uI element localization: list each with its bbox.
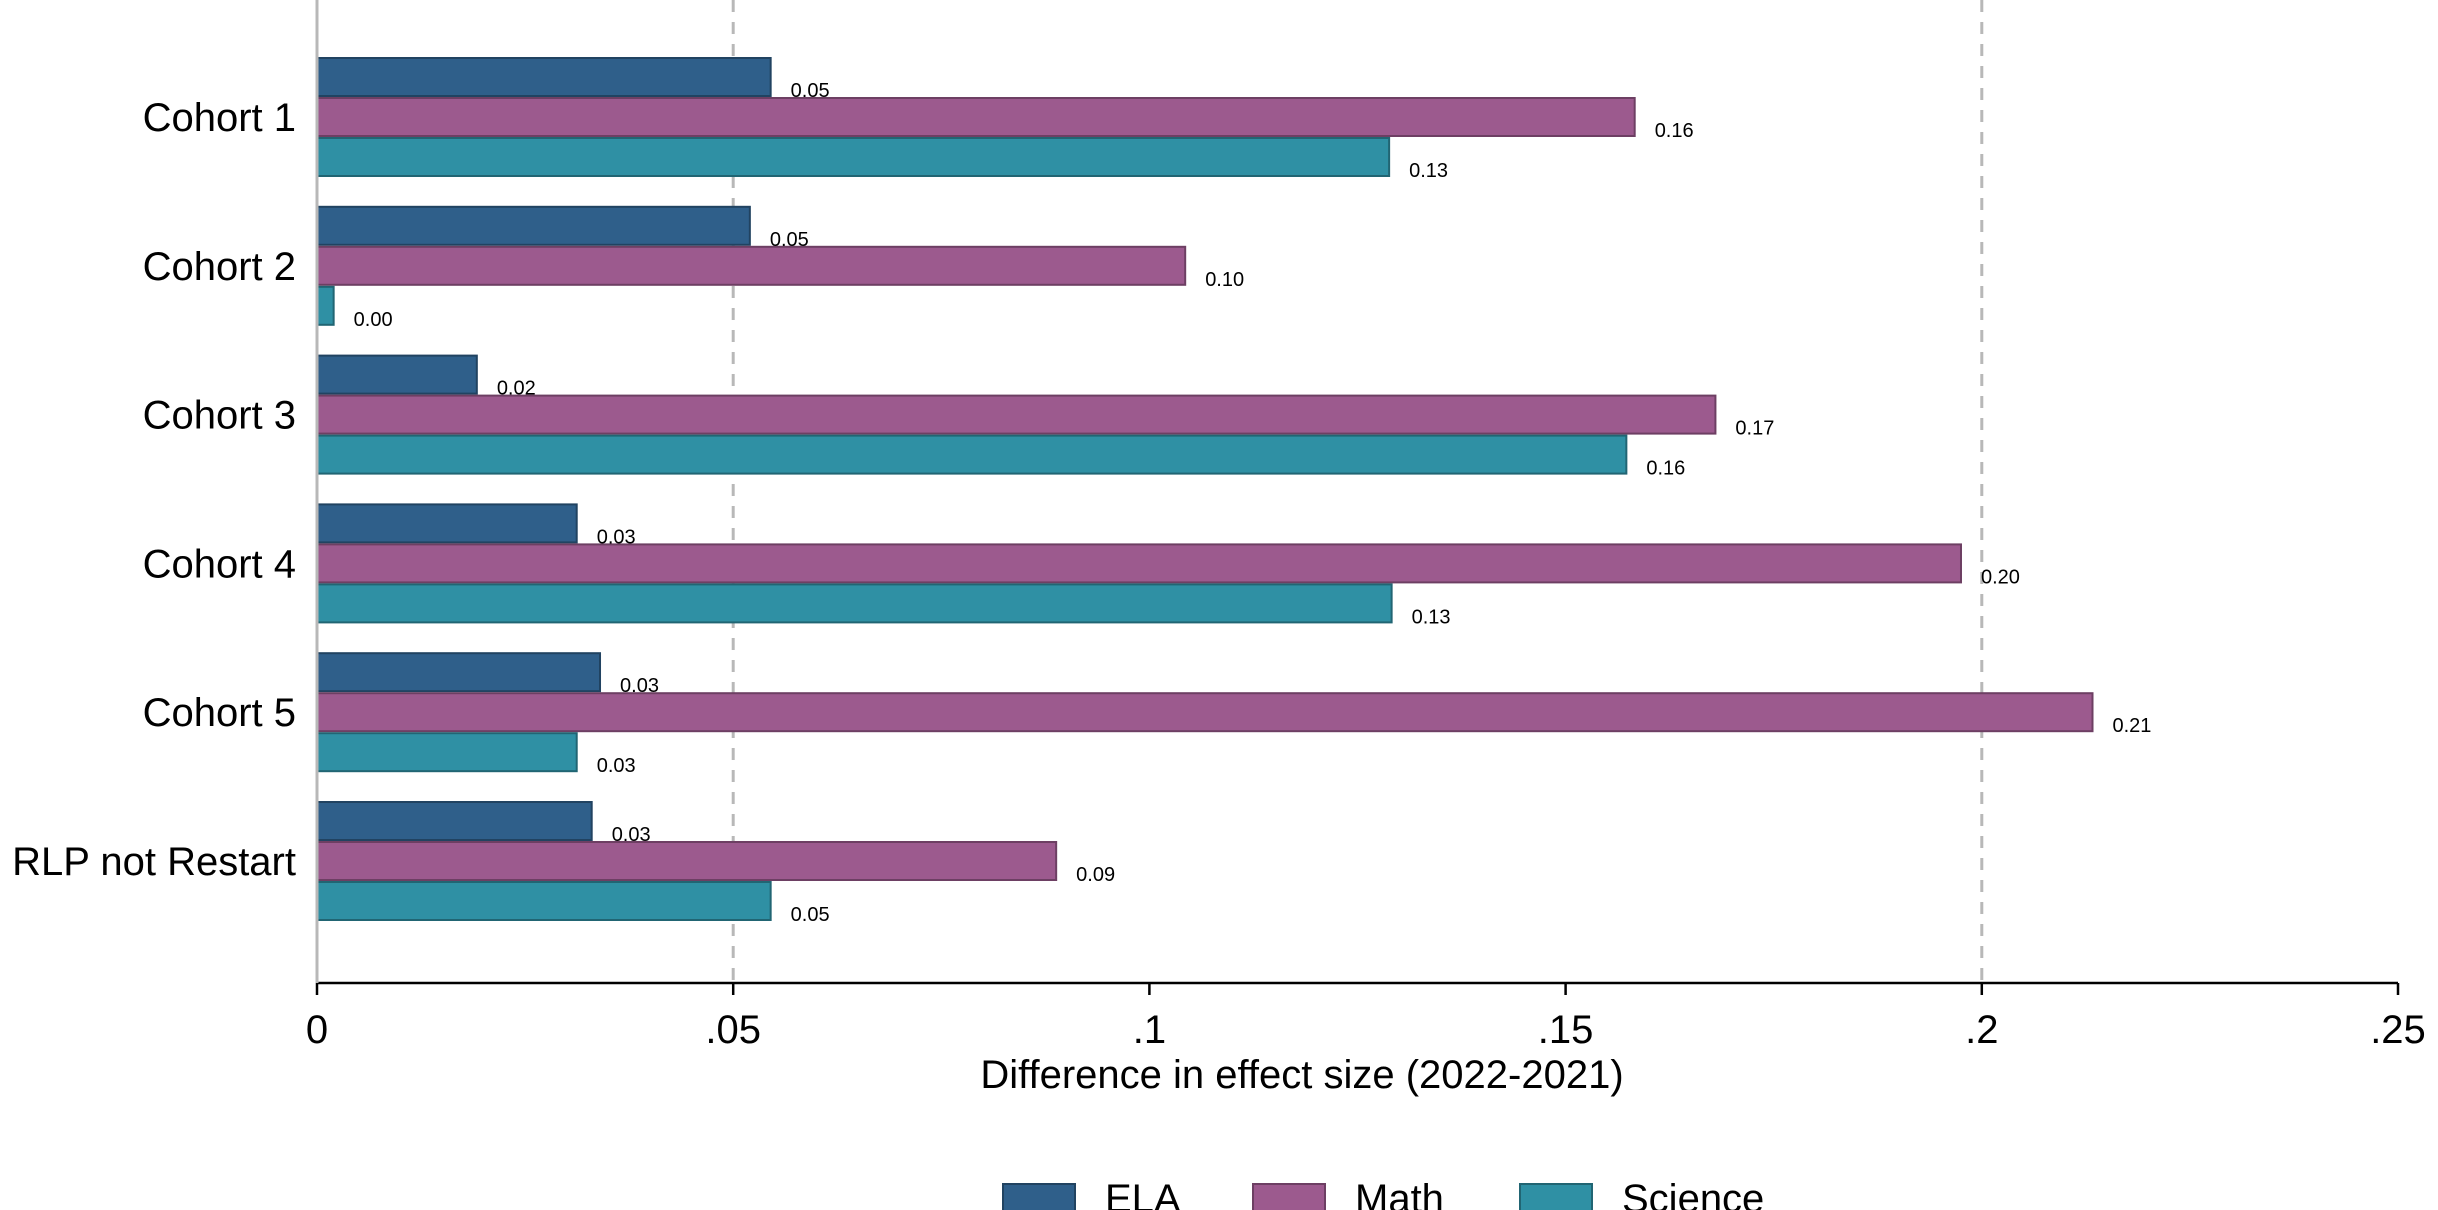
bar-science-5 xyxy=(316,732,578,773)
data-label: 0.09 xyxy=(1076,864,1115,886)
data-label: 0.03 xyxy=(612,824,651,846)
legend-swatch-ela xyxy=(1002,1183,1076,1210)
x-tick-label: .1 xyxy=(1133,1008,1166,1052)
data-label: 0.05 xyxy=(770,229,809,251)
bar-math-1 xyxy=(316,97,1636,137)
data-label: 0.16 xyxy=(1646,458,1685,480)
bar-science-6 xyxy=(316,881,772,921)
x-tick-label: .15 xyxy=(1538,1008,1594,1052)
data-label: 0.16 xyxy=(1655,120,1694,142)
data-label: 0.10 xyxy=(1205,269,1244,291)
data-label: 0.20 xyxy=(1981,566,2020,588)
legend-label-science: Science xyxy=(1622,1177,1764,1210)
category-labels: Cohort 1 Cohort 2 Cohort 3 Cohort 4 Cohort 5… xyxy=(12,96,296,884)
data-label: 0.05 xyxy=(791,80,830,102)
bar-math-3 xyxy=(316,394,1717,435)
x-axis-title: Difference in effect size (2022-2021) xyxy=(980,1053,1623,1097)
bar-science-2 xyxy=(316,285,335,326)
bar-science-4 xyxy=(316,583,1393,624)
data-labels: 0.05 0.16 0.13 0.05 0.10 0.00 0.02 0.17 0.16 0.03… xyxy=(354,80,2152,926)
bar-math-2 xyxy=(316,245,1187,286)
bar-ela-5 xyxy=(316,652,602,693)
bar-ela-2 xyxy=(316,205,751,246)
data-label: 0.03 xyxy=(597,526,636,548)
legend: ELA Math Science xyxy=(1002,1177,1764,1210)
data-label: 0.03 xyxy=(597,755,636,777)
bar-math-4 xyxy=(316,543,1962,584)
category-label: RLP not Restart xyxy=(12,840,296,884)
x-tick-label: .25 xyxy=(2370,1008,2426,1052)
data-label: 0.02 xyxy=(497,378,536,400)
category-label: Cohort 2 xyxy=(143,245,296,289)
data-label: 0.13 xyxy=(1412,606,1451,628)
bar-science-1 xyxy=(316,137,1391,177)
legend-swatch-science xyxy=(1519,1183,1593,1210)
x-tick-label: .2 xyxy=(1965,1008,1998,1052)
category-label: Cohort 4 xyxy=(143,542,296,586)
bar-ela-4 xyxy=(316,503,578,544)
data-label: 0.05 xyxy=(791,904,830,926)
bars xyxy=(316,57,2094,921)
legend-swatch-math xyxy=(1252,1183,1326,1210)
data-label: 0.03 xyxy=(620,675,659,697)
data-label: 0.00 xyxy=(354,309,393,331)
x-axis: 0.05.1.15.2.25 xyxy=(306,0,2426,1052)
bar-ela-1 xyxy=(316,57,772,97)
bar-math-5 xyxy=(316,692,2094,733)
category-label: Cohort 3 xyxy=(143,394,296,438)
bar-ela-6 xyxy=(316,801,593,841)
category-label: Cohort 1 xyxy=(143,96,296,140)
category-label: Cohort 5 xyxy=(143,691,296,735)
bar-ela-3 xyxy=(316,354,478,395)
x-tick-label: 0 xyxy=(306,1008,328,1052)
x-tick-label: .05 xyxy=(705,1008,761,1052)
data-label: 0.17 xyxy=(1735,418,1774,440)
bar-science-3 xyxy=(316,434,1628,475)
legend-label-ela: ELA xyxy=(1105,1177,1181,1210)
data-label: 0.13 xyxy=(1409,160,1448,182)
data-label: 0.21 xyxy=(2113,715,2152,737)
bar-math-6 xyxy=(316,841,1058,881)
legend-label-math: Math xyxy=(1355,1177,1444,1210)
